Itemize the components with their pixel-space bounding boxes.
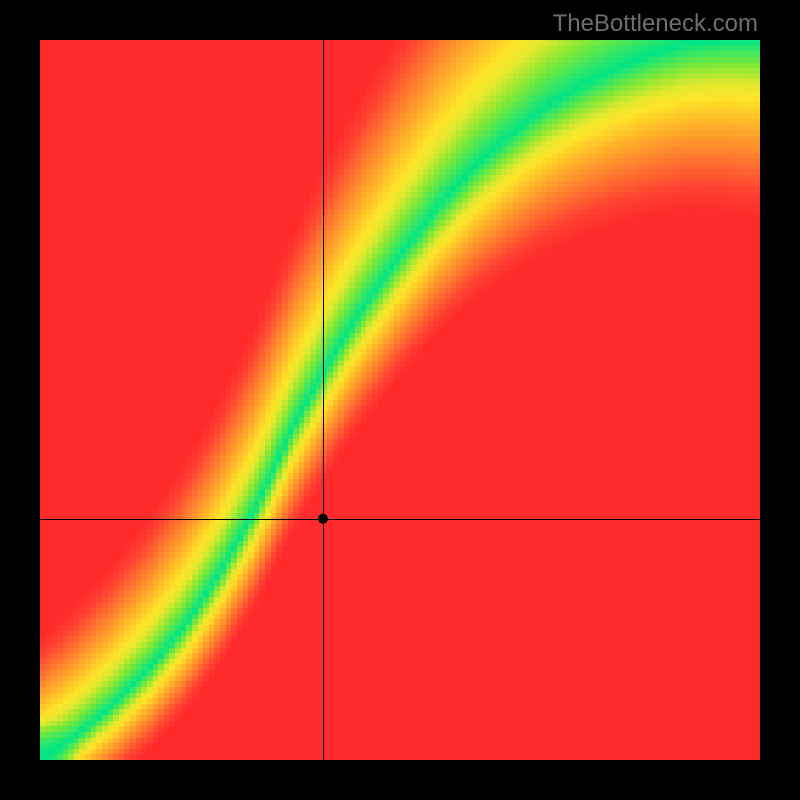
chart-stage: TheBottleneck.com	[0, 0, 800, 800]
bottleneck-heatmap	[40, 40, 760, 760]
watermark-text: TheBottleneck.com	[553, 10, 758, 38]
